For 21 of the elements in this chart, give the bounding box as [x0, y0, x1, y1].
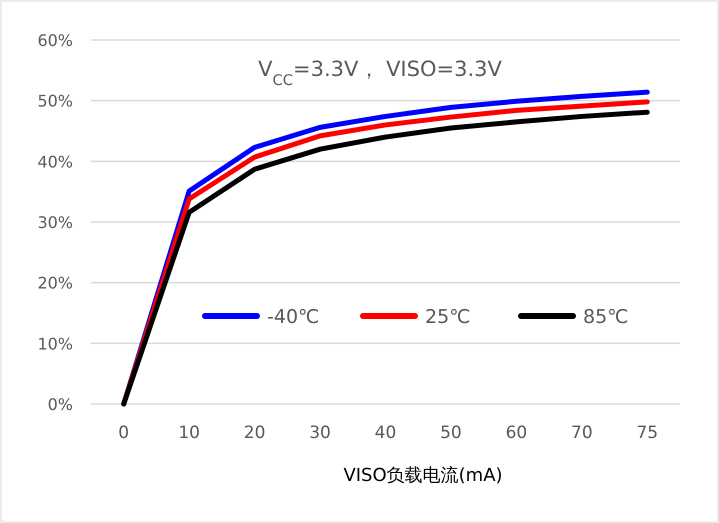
y-tick-label: 30%: [37, 213, 73, 232]
x-tick-label: 10: [178, 423, 200, 443]
x-tick-label: 0: [118, 423, 130, 443]
x-tick-label: 60: [506, 423, 528, 443]
x-axis-title: VISO负载电流(mA): [343, 465, 503, 486]
x-tick-label: 70: [571, 423, 593, 443]
y-tick-label: 40%: [37, 152, 73, 172]
legend-label: 85℃: [583, 306, 629, 328]
x-tick-label: 20: [244, 423, 266, 443]
text: V$_{CC}$=3.3V， VISO=3.3V: [258, 57, 502, 88]
legend-label: -40℃: [267, 306, 320, 328]
x-tick-label: 50: [440, 423, 462, 443]
y-tick-label: 0%: [48, 395, 73, 414]
legend-label: 25℃: [425, 306, 471, 328]
x-tick-label: 30: [309, 423, 331, 443]
x-tick-label: 40: [374, 423, 396, 443]
y-tick-label: 10%: [37, 334, 73, 354]
y-tick-label: 60%: [37, 31, 73, 50]
y-tick-label: 20%: [37, 274, 73, 293]
x-tick-label: 75: [636, 423, 658, 443]
y-tick-label: 50%: [37, 92, 73, 111]
